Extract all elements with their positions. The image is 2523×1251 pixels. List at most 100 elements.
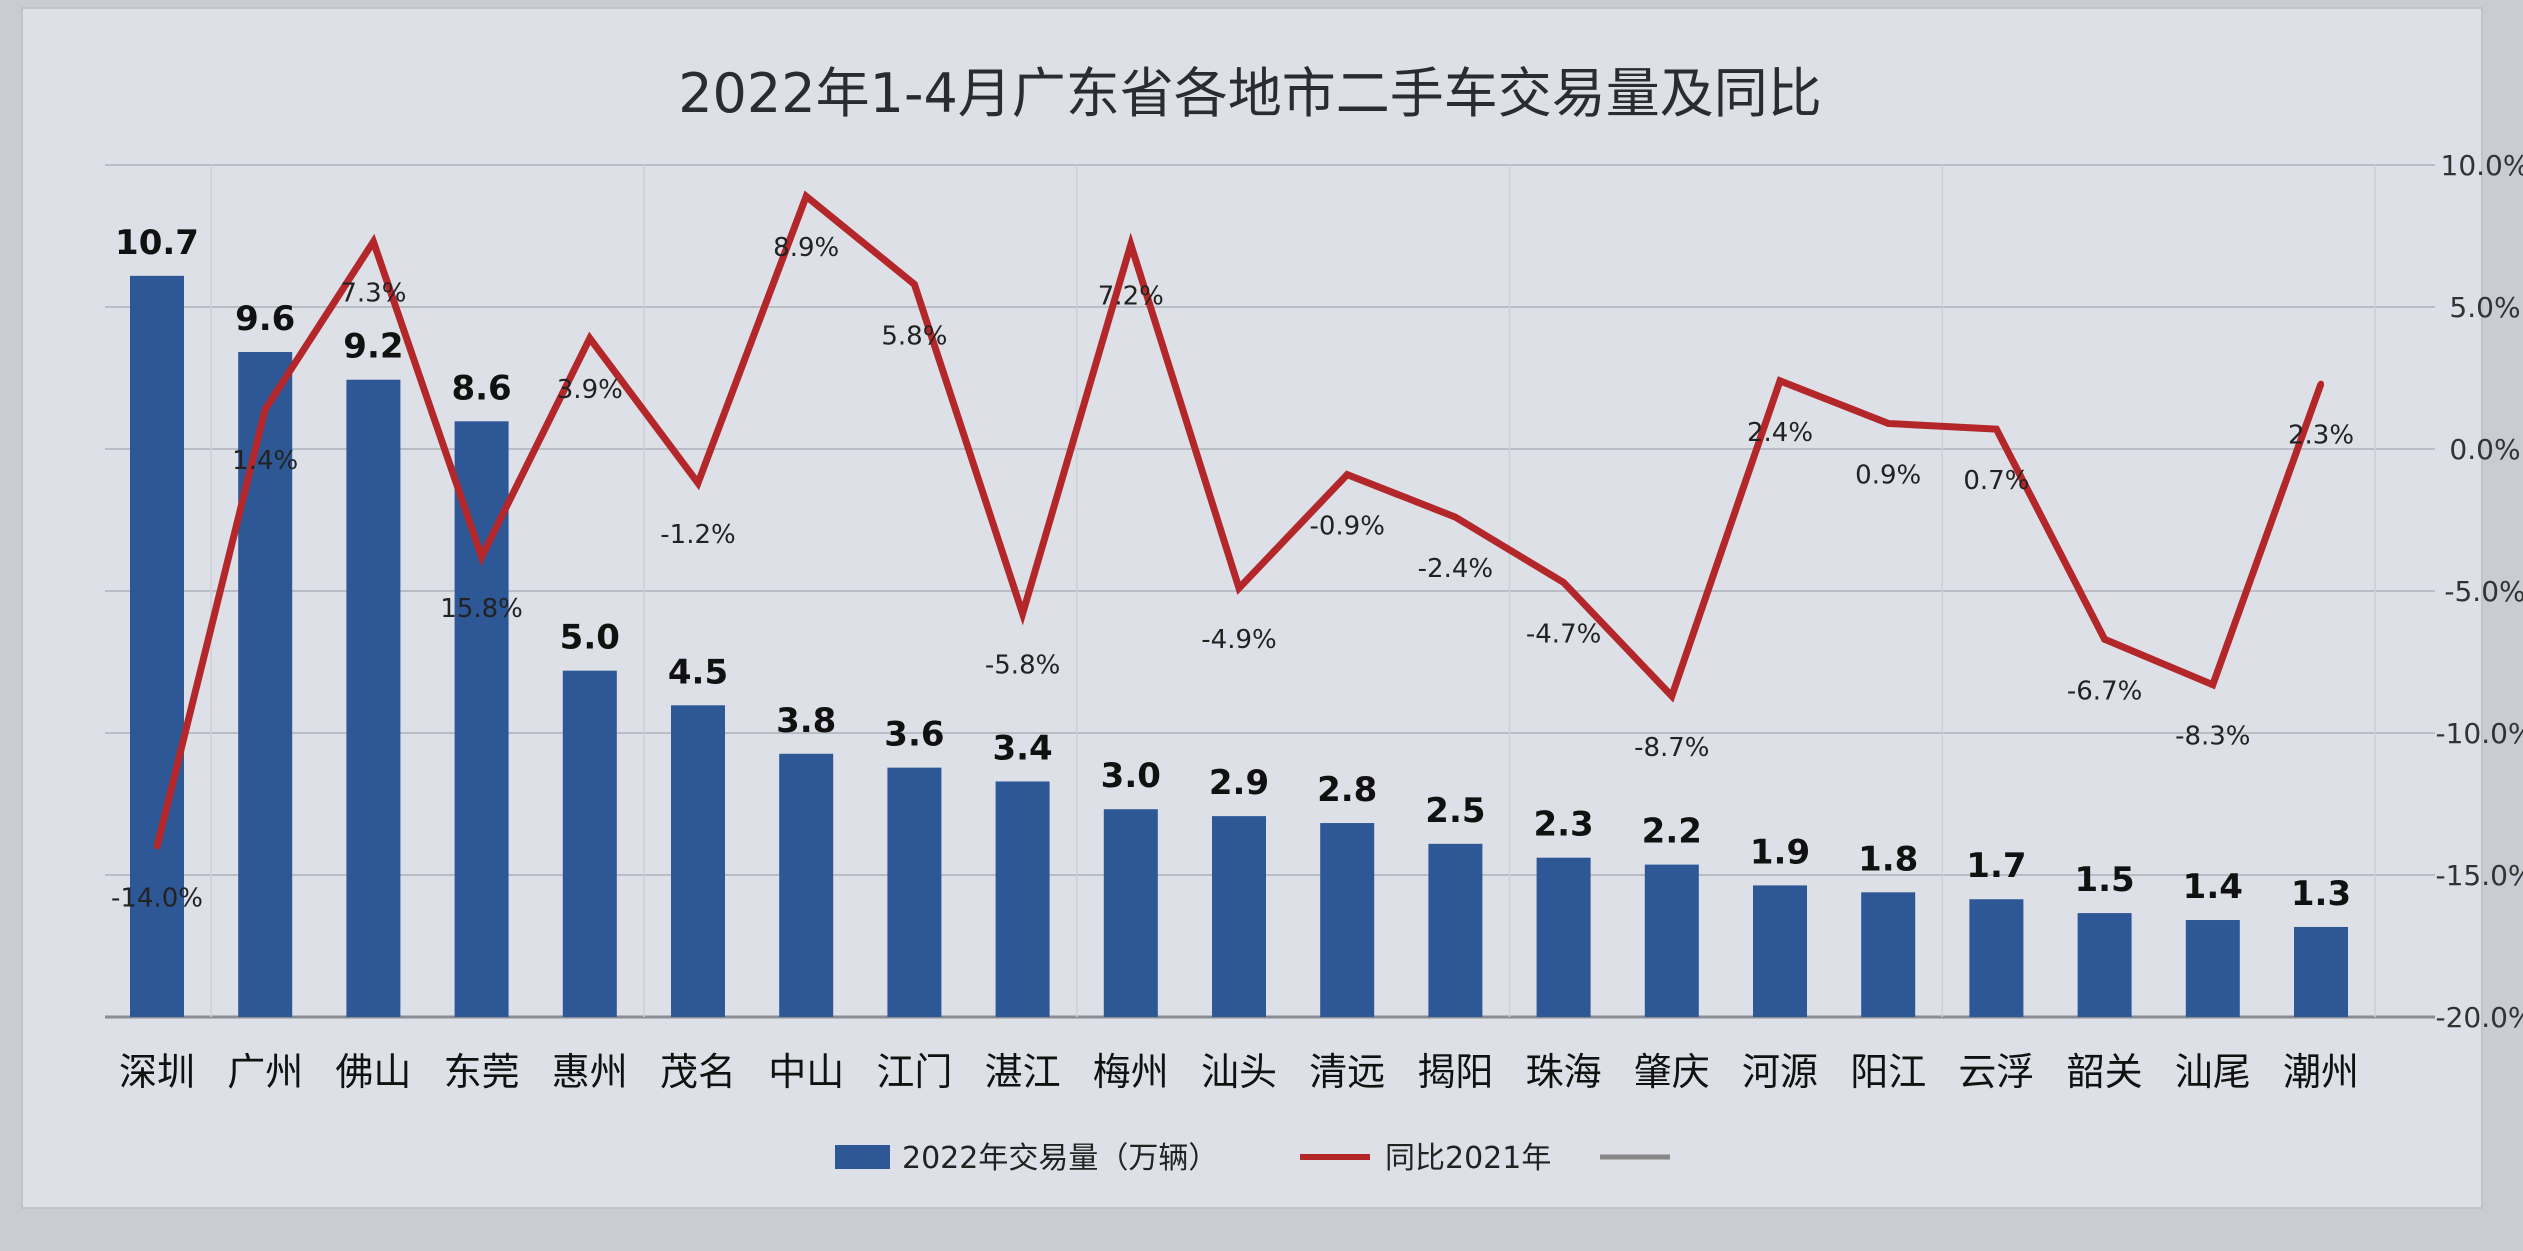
category-label: 肇庆	[1634, 1050, 1710, 1094]
bar-value-label: 9.2	[343, 327, 403, 367]
bar-value-label: 1.7	[1966, 846, 2026, 886]
bar-value-label: 9.6	[235, 299, 295, 339]
category-label: 中山	[768, 1050, 844, 1094]
bar-labels: 10.7 9.6 9.2 8.6 5.0 4.5 3.8 3.6 3.4 3.0 2.9 2.8 2.5…	[115, 223, 2351, 914]
yoy-point	[911, 281, 918, 288]
bar	[1212, 816, 1266, 1017]
bar-value-label: 1.5	[2074, 860, 2134, 900]
yoy-point	[2209, 681, 2216, 688]
yoy-point	[370, 238, 377, 245]
yoy-value-label: -6.7%	[2067, 676, 2142, 706]
yoy-point	[2318, 380, 2324, 387]
yoy-value-label: 1.4%	[232, 446, 298, 476]
bar	[1536, 857, 1591, 1017]
bar	[2077, 913, 2132, 1017]
bar-value-label: 2.9	[1209, 763, 1269, 803]
bars	[130, 275, 2348, 1018]
yoy-point	[803, 193, 810, 200]
gridlines	[105, 164, 2435, 1019]
yoy-point	[695, 480, 701, 487]
legend: 2022年交易量（万辆） 同比2021年	[835, 1141, 1670, 1176]
bar	[1753, 885, 1807, 1017]
bar	[779, 753, 834, 1017]
yoy-value-label: 8.9%	[773, 233, 839, 263]
yoy-value-label: -4.9%	[1201, 625, 1276, 655]
chart-title: 2022年1-4月广东省各地市二手车交易量及同比	[678, 62, 1822, 125]
category-label: 珠海	[1526, 1050, 1602, 1094]
category-label: 梅州	[1093, 1050, 1169, 1094]
bar	[887, 767, 942, 1017]
bar-value-label: 1.8	[1858, 839, 1918, 879]
yoy-value-label: 5.8%	[881, 321, 947, 351]
bar	[2294, 926, 2348, 1017]
bar	[995, 781, 1050, 1017]
yoy-point	[262, 406, 269, 413]
category-label: 韶关	[2067, 1050, 2143, 1094]
yoy-value-label: -8.3%	[2175, 722, 2250, 752]
bar-value-label: 2.8	[1317, 770, 1377, 810]
yoy-point	[1236, 585, 1242, 592]
bar-value-label: 3.4	[992, 728, 1052, 768]
bar	[1969, 899, 2024, 1017]
yoy-value-label: -14.0%	[111, 884, 203, 914]
yoy-value-label: -8.7%	[1634, 733, 1709, 763]
yoy-point	[1668, 693, 1675, 700]
yoy-value-label: 15.8%	[440, 594, 523, 624]
yoy-point	[1019, 610, 1026, 617]
category-label: 佛山	[335, 1050, 411, 1094]
category-label: 茂名	[660, 1050, 736, 1094]
yoy-value-label: 7.3%	[340, 279, 406, 309]
bar-value-label: 2.3	[1533, 805, 1593, 845]
bar-value-label: 1.4	[2183, 867, 2243, 907]
legend-label-bar: 2022年交易量（万辆）	[902, 1141, 1218, 1176]
yoy-point	[1127, 241, 1134, 248]
bar	[346, 379, 401, 1018]
category-label: 清远	[1309, 1050, 1385, 1094]
bar-value-label: 3.6	[884, 715, 944, 755]
bar	[1861, 892, 1916, 1017]
category-labels: 深圳 广州 佛山 东莞 惠州 茂名 中山 江门 湛江 梅州 汕头 清远 揭阳 珠海 肇庆 河源 阳江 云浮 韶关 汕尾…	[119, 1050, 2359, 1094]
bar-value-label: 3.0	[1101, 756, 1161, 796]
bar-value-label: 2.5	[1425, 791, 1485, 831]
category-label: 汕头	[1201, 1050, 1277, 1094]
bar-value-label: 8.6	[451, 368, 511, 408]
bar	[130, 275, 184, 1018]
yoy-value-label: 0.7%	[1963, 466, 2029, 496]
category-label: 惠州	[552, 1050, 628, 1094]
yoy-point	[1560, 579, 1567, 586]
bar	[238, 352, 293, 1017]
bar-value-label: 1.3	[2291, 874, 2351, 914]
bar-value-label: 5.0	[560, 618, 620, 658]
yoy-line-group	[153, 190, 2325, 850]
right-tick-label: 5.0%	[2449, 291, 2520, 324]
bar	[1320, 823, 1375, 1017]
bar-value-label: 4.5	[668, 652, 728, 692]
yoy-labels: -14.0% 1.4% 7.3% 15.8% 3.9% -1.2% 8.9% 5.8% -5.8…	[111, 233, 2354, 913]
category-label: 河源	[1742, 1050, 1818, 1094]
yoy-point	[1885, 420, 1892, 427]
yoy-value-label: -4.7%	[1526, 619, 1601, 649]
right-tick-label: 0.0%	[2449, 433, 2520, 466]
bar	[562, 670, 617, 1017]
category-label: 广州	[227, 1050, 303, 1094]
yoy-value-label: 3.9%	[557, 375, 623, 405]
right-tick-label: -10.0%	[2435, 717, 2523, 750]
category-label: 湛江	[985, 1050, 1061, 1094]
yoy-value-label: 0.9%	[1855, 460, 1921, 490]
category-label: 阳江	[1850, 1050, 1926, 1094]
yoy-point	[586, 335, 593, 342]
category-label: 潮州	[2283, 1050, 2359, 1094]
category-label: 汕尾	[2175, 1050, 2251, 1094]
yoy-point	[1344, 471, 1351, 478]
right-tick-label: -5.0%	[2444, 575, 2523, 608]
yoy-point	[1452, 514, 1459, 521]
yoy-value-label: -5.8%	[985, 651, 1060, 681]
bar-value-label: 10.7	[115, 223, 199, 263]
bar-value-label: 2.2	[1642, 812, 1702, 852]
right-tick-label: -20.0%	[2435, 1001, 2523, 1034]
bar	[2185, 920, 2240, 1017]
bar	[1103, 809, 1158, 1017]
bar-value-label: 1.9	[1750, 832, 1810, 872]
category-label: 东莞	[444, 1050, 520, 1094]
right-axis-ticks: 10.0% 5.0% 0.0% -5.0% -10.0% -15.0% -20.0%	[2435, 149, 2523, 1034]
